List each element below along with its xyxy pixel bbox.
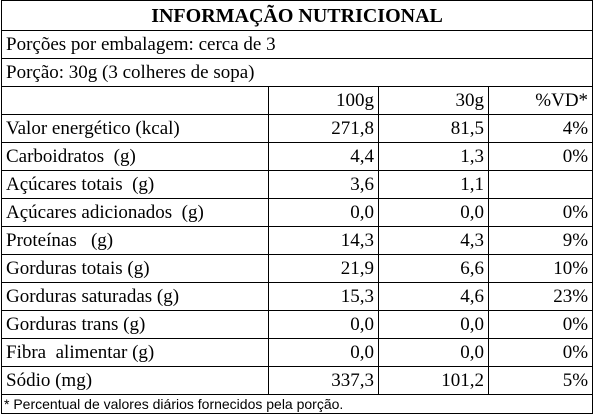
nutrient-name: Açúcares adicionados (g)	[1, 198, 269, 227]
value-cell: 337,3	[268, 366, 379, 395]
value-cell: 1,3	[378, 142, 489, 171]
value-cell: 0%	[487, 198, 594, 227]
value-cell: 10%	[487, 254, 594, 283]
nutrient-name: Proteínas (g)	[1, 226, 269, 255]
nutrient-row: Valor energético (kcal) 271,8 81,5 4%	[1, 114, 594, 143]
nutrient-row: Açúcares totais (g) 3,6 1,1	[1, 170, 594, 199]
servings-row: Porções por embalagem: cerca de 3	[0, 30, 594, 59]
nutrient-name: Açúcares totais (g)	[1, 170, 269, 199]
value-cell: 14,3	[268, 226, 379, 255]
nutrient-name: Carboidratos (g)	[1, 142, 269, 171]
nutrient-row: Gorduras saturadas (g) 15,3 4,6 23%	[1, 282, 594, 311]
value-cell: 4,6	[378, 282, 489, 311]
value-cell: 0,0	[378, 310, 489, 339]
footnote: * Percentual de valores diários fornecid…	[0, 394, 594, 414]
value-cell: 81,5	[378, 114, 489, 143]
title: INFORMAÇÃO NUTRICIONAL	[0, 0, 594, 31]
value-cell: 6,6	[378, 254, 489, 283]
value-cell: 0,0	[268, 198, 379, 227]
value-cell: 4,4	[268, 142, 379, 171]
value-cell: 3,6	[268, 170, 379, 199]
title-row: INFORMAÇÃO NUTRICIONAL	[0, 0, 594, 31]
value-cell: 101,2	[378, 366, 489, 395]
nutrient-name: Gorduras trans (g)	[1, 310, 269, 339]
serving-size: Porção: 30g (3 colheres de sopa)	[0, 58, 594, 87]
servings-per-package: Porções por embalagem: cerca de 3	[0, 30, 594, 59]
footnote-row: * Percentual de valores diários fornecid…	[0, 394, 594, 414]
value-cell: 0,0	[268, 310, 379, 339]
value-cell: 0%	[487, 142, 594, 171]
nutrient-row: Fibra alimentar (g) 0,0 0,0 0%	[1, 338, 594, 367]
header-cell: 30g	[378, 86, 489, 115]
nutrient-row: Proteínas (g) 14,3 4,3 9%	[1, 226, 594, 255]
value-cell: 4%	[487, 114, 594, 143]
value-cell	[487, 170, 594, 199]
value-cell: 0%	[487, 338, 594, 367]
header-row: 100g 30g %VD*	[1, 86, 594, 115]
header-empty	[1, 86, 269, 115]
value-cell: 271,8	[268, 114, 379, 143]
nutrient-name: Fibra alimentar (g)	[1, 338, 269, 367]
nutrient-row: Gorduras trans (g) 0,0 0,0 0%	[1, 310, 594, 339]
nutrient-name: Gorduras totais (g)	[1, 254, 269, 283]
header-cell: 100g	[268, 86, 379, 115]
value-cell: 4,3	[378, 226, 489, 255]
value-cell: 21,9	[268, 254, 379, 283]
nutrient-row: Sódio (mg) 337,3 101,2 5%	[1, 366, 594, 395]
nutrient-row: Carboidratos (g) 4,4 1,3 0%	[1, 142, 594, 171]
nutrient-name: Gorduras saturadas (g)	[1, 282, 269, 311]
value-cell: 1,1	[378, 170, 489, 199]
serving-row: Porção: 30g (3 colheres de sopa)	[0, 58, 594, 87]
nutrient-row: Gorduras totais (g) 21,9 6,6 10%	[1, 254, 594, 283]
nutrient-name: Valor energético (kcal)	[1, 114, 269, 143]
value-cell: 23%	[487, 282, 594, 311]
value-cell: 0,0	[378, 198, 489, 227]
nutrient-row: Açúcares adicionados (g) 0,0 0,0 0%	[1, 198, 594, 227]
header-cell: %VD*	[487, 86, 594, 115]
value-cell: 9%	[487, 226, 594, 255]
value-cell: 15,3	[268, 282, 379, 311]
nutrient-name: Sódio (mg)	[1, 366, 269, 395]
value-cell: 0%	[487, 310, 594, 339]
value-cell: 0,0	[268, 338, 379, 367]
value-cell: 5%	[487, 366, 594, 395]
value-cell: 0,0	[378, 338, 489, 367]
